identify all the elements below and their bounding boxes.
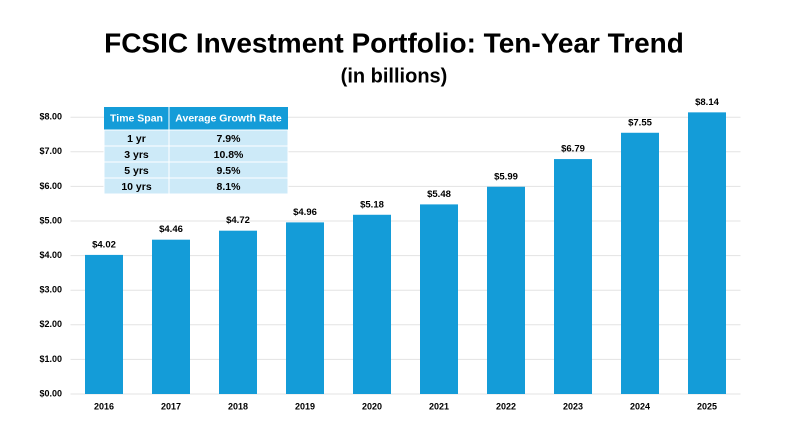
table-cell: 5 yrs [124, 165, 149, 177]
x-tick-label: 2022 [496, 401, 516, 411]
table-cell: 3 yrs [124, 149, 149, 161]
value-label: $5.48 [427, 189, 451, 200]
x-tick-label: 2018 [228, 401, 248, 411]
value-label: $4.46 [159, 224, 183, 235]
value-label: $5.99 [494, 171, 518, 182]
bar [219, 230, 257, 394]
table-cell: 9.5% [217, 165, 242, 177]
value-label: $4.72 [226, 215, 250, 226]
table-cell: 7.9% [217, 133, 242, 145]
y-tick-label: $2.00 [39, 319, 62, 329]
value-label: $7.55 [628, 117, 652, 128]
table-cell: 10 yrs [121, 181, 152, 193]
bar [688, 112, 726, 394]
value-label: $8.14 [695, 97, 719, 108]
table-cell: 10.8% [214, 149, 244, 161]
y-tick-label: $0.00 [39, 388, 62, 398]
y-tick-label: $4.00 [39, 250, 62, 260]
y-tick-label: $5.00 [39, 215, 62, 225]
chart-subtitle: (in billions) [341, 65, 448, 87]
table-row-bg [103, 177, 289, 195]
x-tick-label: 2023 [563, 401, 583, 411]
x-tick-label: 2017 [161, 401, 181, 411]
value-label: $4.96 [293, 207, 317, 218]
x-tick-label: 2025 [697, 401, 717, 411]
x-tick-label: 2020 [362, 401, 382, 411]
x-tick-label: 2021 [429, 401, 449, 411]
x-tick-label: 2019 [295, 401, 315, 411]
value-label: $5.18 [360, 199, 384, 210]
y-tick-label: $3.00 [39, 285, 62, 295]
bar [152, 239, 190, 394]
table-header-bg [104, 107, 288, 130]
x-tick-label: 2016 [94, 401, 114, 411]
y-tick-label: $7.00 [39, 146, 62, 156]
bar [353, 214, 391, 394]
bar [554, 159, 592, 394]
x-tick-label: 2024 [630, 401, 650, 411]
table-header: Time Span [110, 112, 163, 124]
bar [621, 132, 659, 394]
table-cell: 1 yr [127, 133, 146, 145]
y-tick-label: $1.00 [39, 354, 62, 364]
value-label: $4.02 [92, 239, 116, 250]
chart-title: FCSIC Investment Portfolio: Ten-Year Tre… [104, 27, 684, 58]
bar [487, 186, 525, 394]
y-tick-label: $8.00 [39, 112, 62, 122]
bar [420, 204, 458, 394]
table-header: Average Growth Rate [175, 112, 282, 124]
table-cell: 8.1% [217, 181, 242, 193]
bar [286, 222, 324, 394]
bar [85, 254, 123, 394]
y-tick-label: $6.00 [39, 181, 62, 191]
value-label: $6.79 [561, 144, 585, 155]
